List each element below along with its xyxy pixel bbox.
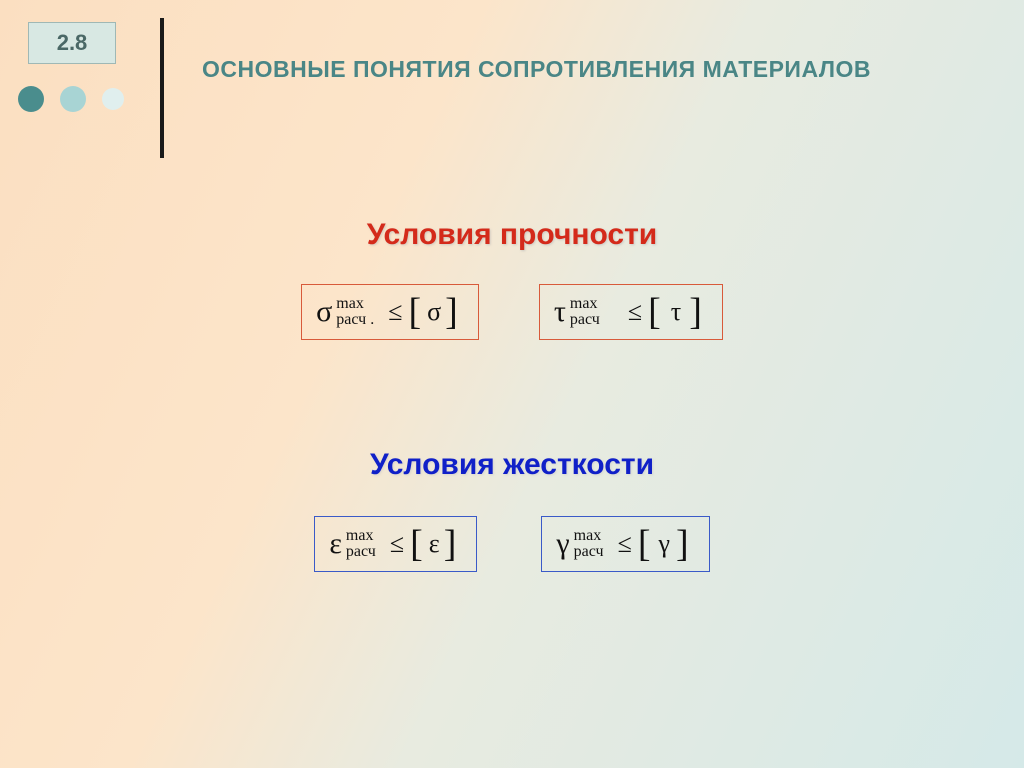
main-title: ОСНОВНЫЕ ПОНЯТИЯ СОПРОТИВЛЕНИЯ МАТЕРИАЛО… <box>202 56 871 83</box>
leq-symbol: ≤ <box>618 529 632 559</box>
subscript-stack: max расч . <box>336 296 374 328</box>
leq-symbol: ≤ <box>390 529 404 559</box>
left-bracket: [ <box>409 290 424 334</box>
section-stiffness-title: Условия жесткости <box>0 448 1024 482</box>
subscript-stack: max расч <box>570 296 600 328</box>
decorative-dots <box>18 86 124 112</box>
vertical-divider <box>160 18 164 158</box>
bracket-var: τ <box>671 297 681 327</box>
slide-number: 2.8 <box>57 30 88 56</box>
right-bracket: ] <box>676 522 691 566</box>
formula-sigma: σ max расч . ≤ [ σ ] <box>301 284 479 340</box>
strength-formula-row: σ max расч . ≤ [ σ ] τ max расч ≤ [ τ ] <box>0 284 1024 340</box>
subscript-stack: max расч <box>574 528 604 560</box>
bracket-var: ε <box>429 529 440 559</box>
leq-symbol: ≤ <box>628 297 642 327</box>
dot-icon <box>60 86 86 112</box>
right-bracket: ] <box>445 290 460 334</box>
right-bracket: ] <box>689 290 704 334</box>
var-epsilon: ε <box>329 527 342 561</box>
slide-number-box: 2.8 <box>28 22 116 64</box>
left-bracket: [ <box>638 522 653 566</box>
left-bracket: [ <box>410 522 425 566</box>
dot-icon <box>18 86 44 112</box>
bracket-var: γ <box>659 529 671 559</box>
formula-gamma: γ max расч ≤ [ γ ] <box>541 516 709 572</box>
var-tau: τ <box>554 295 566 329</box>
subscript-stack: max расч <box>346 528 376 560</box>
stiffness-formula-row: ε max расч ≤ [ ε ] γ max расч ≤ [ γ ] <box>0 516 1024 572</box>
bracket-var: σ <box>427 297 441 327</box>
formula-epsilon: ε max расч ≤ [ ε ] <box>314 516 477 572</box>
var-sigma: σ <box>316 295 332 329</box>
var-gamma: γ <box>556 527 569 561</box>
dot-icon <box>102 88 124 110</box>
right-bracket: ] <box>444 522 459 566</box>
left-bracket: [ <box>648 290 663 334</box>
section-strength-title: Условия прочности <box>0 218 1024 252</box>
leq-symbol: ≤ <box>388 297 402 327</box>
formula-tau: τ max расч ≤ [ τ ] <box>539 284 723 340</box>
